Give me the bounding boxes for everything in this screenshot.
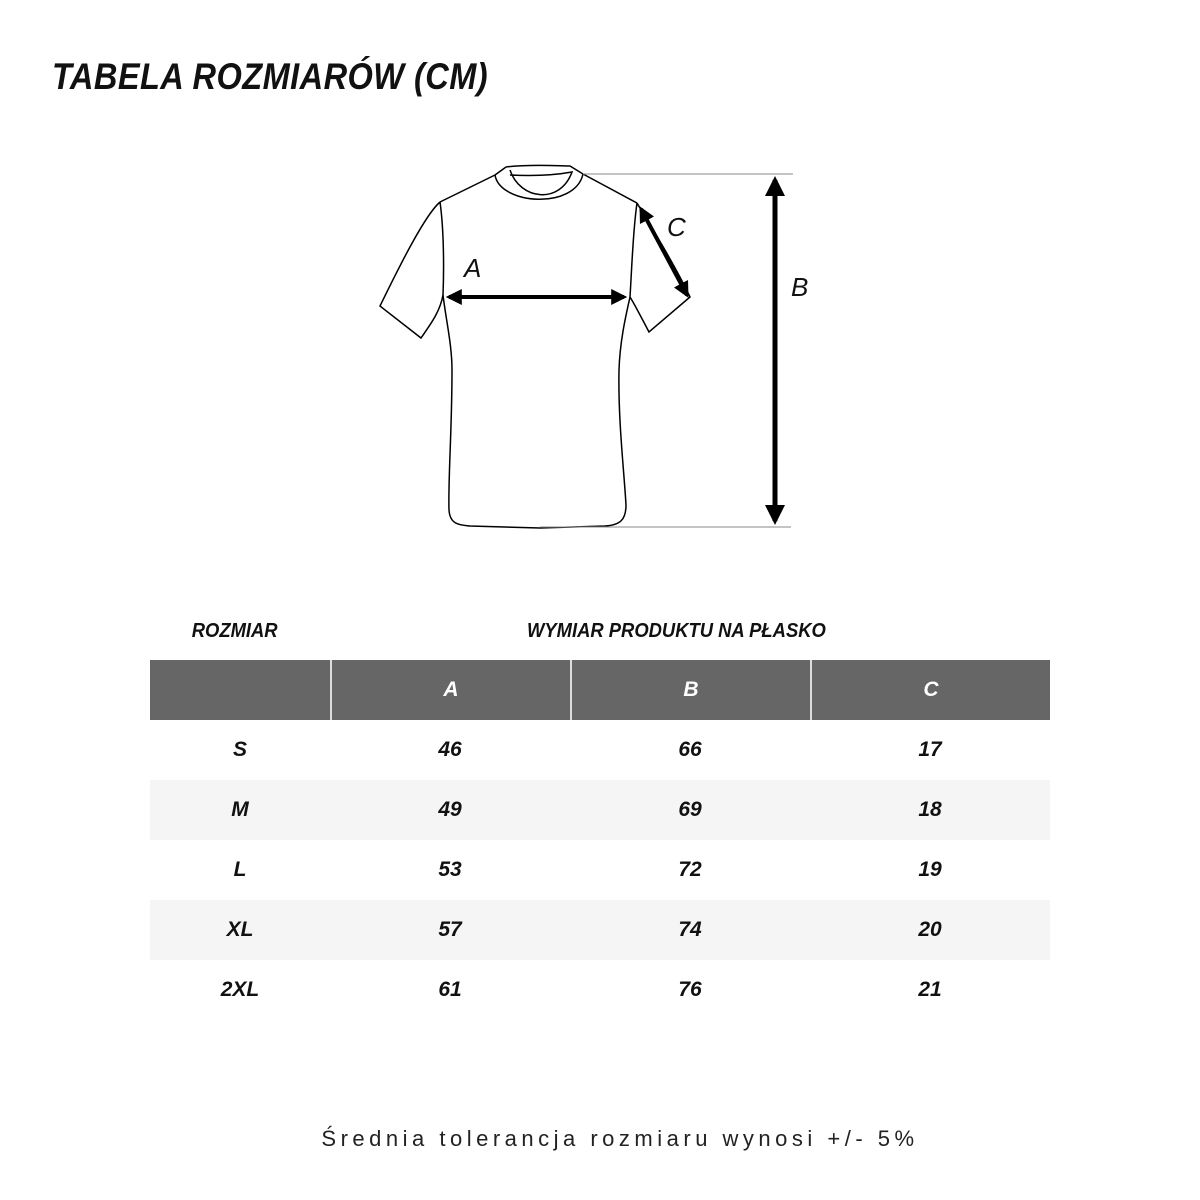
- size-cell: S: [232, 738, 247, 761]
- value-a-cell: 61: [438, 978, 462, 1001]
- tshirt-outline: [379, 164, 691, 529]
- measure-arrow-c: [639, 206, 689, 298]
- table-header-row: A B C: [150, 660, 1050, 720]
- header-cell-empty: [150, 660, 330, 720]
- measure-column-heading: WYMIAR PRODUKTU NA PŁASKO: [526, 620, 826, 642]
- size-cell: 2XL: [220, 978, 260, 1001]
- value-a-cell: 46: [438, 738, 462, 761]
- table-row: S 46 66 17: [150, 720, 1050, 780]
- value-c-cell: 18: [918, 798, 942, 821]
- tolerance-note: Średnia tolerancja rozmiaru wynosi +/- 5…: [321, 1126, 919, 1151]
- table-row: M 49 69 18: [150, 780, 1050, 840]
- size-table: A B C S 46 66 17 M 49 69 18 L 53 72 19 X…: [150, 660, 1050, 1020]
- value-a-cell: 57: [438, 918, 462, 941]
- value-c-cell: 19: [918, 858, 942, 881]
- value-c-cell: 21: [918, 978, 942, 1001]
- size-cell: M: [231, 798, 249, 821]
- page-title: TABELA ROZMIARÓW (CM): [52, 56, 489, 97]
- value-c-cell: 17: [918, 738, 942, 761]
- label-a: A: [464, 253, 482, 283]
- header-cell-a: A: [330, 660, 570, 720]
- value-b-cell: 72: [678, 858, 702, 881]
- value-a-cell: 49: [438, 798, 462, 821]
- value-b-cell: 69: [678, 798, 702, 821]
- label-c: C: [667, 212, 686, 242]
- header-cell-b: B: [570, 660, 810, 720]
- table-row: 2XL 61 76 21: [150, 960, 1050, 1020]
- value-b-cell: 76: [678, 978, 702, 1001]
- header-cell-c: C: [810, 660, 1050, 720]
- value-a-cell: 53: [438, 858, 462, 881]
- value-b-cell: 74: [678, 918, 702, 941]
- table-row: L 53 72 19: [150, 840, 1050, 900]
- tshirt-diagram: [379, 164, 793, 529]
- table-row: XL 57 74 20: [150, 900, 1050, 960]
- size-cell: XL: [226, 918, 254, 941]
- size-cell: L: [233, 858, 247, 881]
- label-b: B: [791, 272, 809, 302]
- value-c-cell: 20: [918, 918, 942, 941]
- size-column-heading: ROZMIAR: [191, 620, 278, 642]
- value-b-cell: 66: [678, 738, 702, 761]
